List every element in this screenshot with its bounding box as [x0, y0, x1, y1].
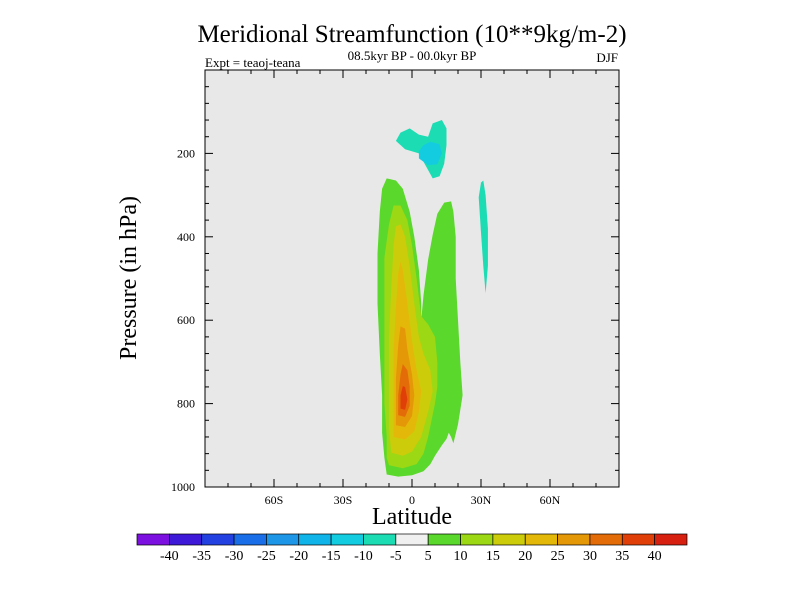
colorbar-label-2: -30 [225, 549, 244, 564]
y-tick-label-3: 800 [177, 397, 195, 411]
chart-subtitle: 08.5kyr BP - 00.0kyr BP [348, 48, 477, 63]
x-tick-label-0: 60S [265, 493, 284, 507]
colorbar-swatch-5 [298, 533, 332, 546]
colorbar-label-11: 20 [518, 549, 532, 564]
colorbar-swatch-15 [621, 533, 655, 546]
contour-region-6 [400, 386, 408, 410]
colorbar-label-12: 25 [551, 549, 565, 564]
colorbar-swatch-3 [233, 533, 267, 546]
colorbar-swatch-2 [201, 533, 235, 546]
y-tick-label-4: 1000 [171, 480, 195, 494]
colorbar-swatch-8 [395, 533, 429, 546]
colorbar-label-10: 15 [486, 549, 500, 564]
colorbar-swatch-13 [557, 533, 591, 546]
y-axis-label: Pressure (in hPa) [116, 196, 142, 360]
colorbar-label-14: 35 [615, 549, 629, 564]
colorbar-label-7: -5 [390, 549, 402, 564]
colorbar-swatch-0 [136, 533, 170, 546]
colorbar-label-3: -25 [257, 549, 276, 564]
colorbar-label-1: -35 [192, 549, 211, 564]
y-tick-label-1: 400 [177, 230, 195, 244]
contour-region-8 [418, 141, 442, 166]
y-tick-label-2: 600 [177, 313, 195, 327]
experiment-label: Expt = teaoj-teana [205, 55, 301, 70]
colorbar-label-15: 40 [648, 549, 662, 564]
contour-region-9 [478, 180, 488, 294]
colorbar-swatch-6 [330, 533, 364, 546]
x-tick-label-3: 30N [471, 493, 492, 507]
colorbar-label-6: -10 [354, 549, 373, 564]
contour-layer [377, 120, 488, 477]
x-tick-label-4: 60N [540, 493, 561, 507]
colorbar-swatch-11 [492, 533, 526, 546]
x-axis-label: Latitude [372, 504, 452, 530]
colorbar: -40 -35 -30 -25 -20 -15 -10 -5 5 10 15 20 25 30 35 40 [136, 533, 688, 564]
x-tick-label-2: 0 [409, 493, 415, 507]
colorbar-label-0: -40 [160, 549, 179, 564]
colorbar-swatch-7 [363, 533, 397, 546]
colorbar-label-13: 30 [583, 549, 597, 564]
colorbar-swatch-10 [460, 533, 494, 546]
axis-ticks: 60S 30S 0 30N 60N 200 400 600 800 1000 [171, 70, 619, 507]
colorbar-swatch-4 [266, 533, 300, 546]
chart-title: Meridional Streamfunction (10**9kg/m-2) [197, 21, 626, 48]
colorbar-label-4: -20 [289, 549, 308, 564]
colorbar-label-8: 5 [425, 549, 432, 564]
colorbar-swatch-16 [654, 533, 688, 546]
colorbar-swatch-9 [427, 533, 461, 546]
season-label: DJF [596, 50, 618, 65]
colorbar-label-5: -15 [322, 549, 341, 564]
colorbar-label-9: 10 [454, 549, 468, 564]
colorbar-swatch-12 [524, 533, 558, 546]
colorbar-swatch-1 [169, 533, 203, 546]
colorbar-swatch-14 [589, 533, 623, 546]
y-tick-label-0: 200 [177, 146, 195, 160]
x-tick-label-1: 30S [334, 493, 353, 507]
